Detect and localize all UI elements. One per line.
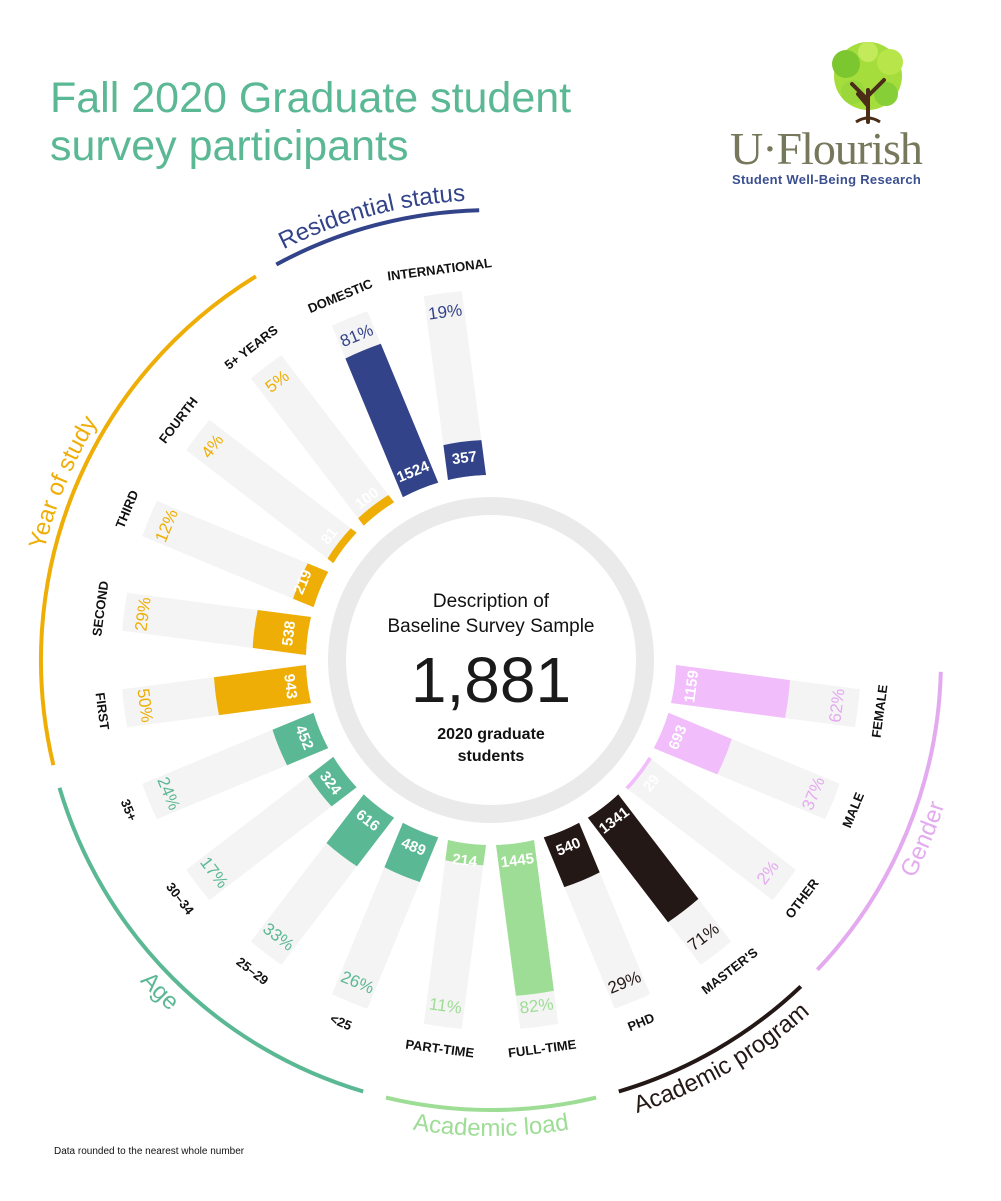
center-subheading-line-1: 2020 graduate xyxy=(437,726,545,743)
page-title: Fall 2020 Graduate student survey partic… xyxy=(50,74,572,170)
group-arc-academic-load xyxy=(385,1095,597,1112)
group-arc-gender xyxy=(815,671,943,972)
percent-label-international: 19% xyxy=(427,300,463,323)
center-heading-line-2: Baseline Survey Sample xyxy=(388,616,595,637)
hub-inner-circle xyxy=(346,515,636,805)
bar-first xyxy=(214,665,312,716)
slot-third xyxy=(142,500,329,608)
group-label-residential-status: Residential status xyxy=(274,180,465,255)
bar-5-years xyxy=(358,495,395,526)
u-flourish-logo: U·Flourish Student Well-Being Research xyxy=(718,34,958,194)
group-label-academic-program: Academic program xyxy=(630,997,814,1119)
count-label-part-time: 214 xyxy=(451,851,479,871)
bar-third xyxy=(293,563,329,608)
category-label-other: OTHER xyxy=(782,875,822,921)
category-label-third: THIRD xyxy=(112,488,141,530)
category-label-second: SECOND xyxy=(89,580,111,637)
group-label-academic-load: Academic load xyxy=(412,1109,571,1142)
slot-other xyxy=(625,756,796,901)
bar-second xyxy=(252,610,312,655)
group-label-year-of-study: Year of study xyxy=(24,411,103,551)
category-label-35: 35+ xyxy=(118,797,140,823)
group-arc-residential-status xyxy=(275,208,480,267)
slot-5-years xyxy=(250,355,395,526)
count-label-first: 943 xyxy=(280,673,300,700)
percent-label-female: 62% xyxy=(825,687,848,723)
category-label-first: FIRST xyxy=(93,692,113,731)
bar-25 xyxy=(384,822,439,882)
category-label-25-29: 25–29 xyxy=(234,954,272,988)
bar-female xyxy=(670,665,790,718)
category-label-30-34: 30–34 xyxy=(163,880,197,918)
percent-label-part-time: 11% xyxy=(428,994,463,1017)
bar-30-34 xyxy=(308,756,357,807)
category-label-male: MALE xyxy=(839,790,867,830)
category-label-phd: PHD xyxy=(625,1010,656,1034)
center-hub: Description of Baseline Survey Sample 1,… xyxy=(306,475,676,845)
percent-label-full-time: 82% xyxy=(518,994,554,1017)
category-label-international: INTERNATIONAL xyxy=(386,255,492,284)
category-label-female: FEMALE xyxy=(869,683,891,738)
category-label-25: <25 xyxy=(328,1011,354,1033)
center-subheading-line-2: students xyxy=(458,748,525,765)
count-label-international: 357 xyxy=(451,448,478,468)
bar-international xyxy=(443,440,486,481)
count-label-female: 1159 xyxy=(681,669,702,703)
group-arc-year-of-study xyxy=(38,274,257,766)
category-label-full-time: FULL-TIME xyxy=(507,1037,577,1061)
bar-fourth xyxy=(327,528,357,564)
count-label-other: 29 xyxy=(640,771,664,795)
bar-full-time xyxy=(496,839,554,996)
center-total: 1,881 xyxy=(411,644,571,716)
bar-other xyxy=(625,756,652,790)
bar-master-s xyxy=(587,794,699,923)
slot-fourth xyxy=(186,419,357,564)
data-bars xyxy=(214,343,790,996)
category-label-domestic: DOMESTIC xyxy=(306,276,376,316)
slot-international xyxy=(423,291,486,481)
count-label-full-time: 1445 xyxy=(500,850,535,871)
group-arc-age xyxy=(57,787,364,1094)
outer-group-arcs xyxy=(38,208,943,1112)
tree-icon xyxy=(832,42,903,124)
bar-domestic xyxy=(345,343,439,498)
logo-wordmark: U·Flourish xyxy=(730,123,923,174)
bar-male xyxy=(653,712,732,775)
group-label-age: Age xyxy=(135,967,184,1016)
count-label-fourth: 81 xyxy=(318,524,342,548)
footnote: Data rounded to the nearest whole number xyxy=(54,1146,245,1157)
percent-label-first: 50% xyxy=(133,687,156,723)
group-arc-academic-program xyxy=(618,984,803,1094)
category-label-part-time: PART-TIME xyxy=(405,1037,476,1061)
bar-part-time xyxy=(445,839,486,866)
bar-phd xyxy=(543,822,600,888)
center-heading-line-1: Description of xyxy=(433,591,550,612)
count-label-second: 538 xyxy=(279,620,299,647)
logo-tagline: Student Well-Being Research xyxy=(732,172,922,187)
slot-30-34 xyxy=(186,756,357,901)
percent-label-second: 29% xyxy=(131,596,154,632)
slot-part-time xyxy=(423,839,486,1029)
category-label-fourth: FOURTH xyxy=(156,394,201,446)
bar-35 xyxy=(272,712,329,766)
bar-25-29 xyxy=(326,794,395,867)
